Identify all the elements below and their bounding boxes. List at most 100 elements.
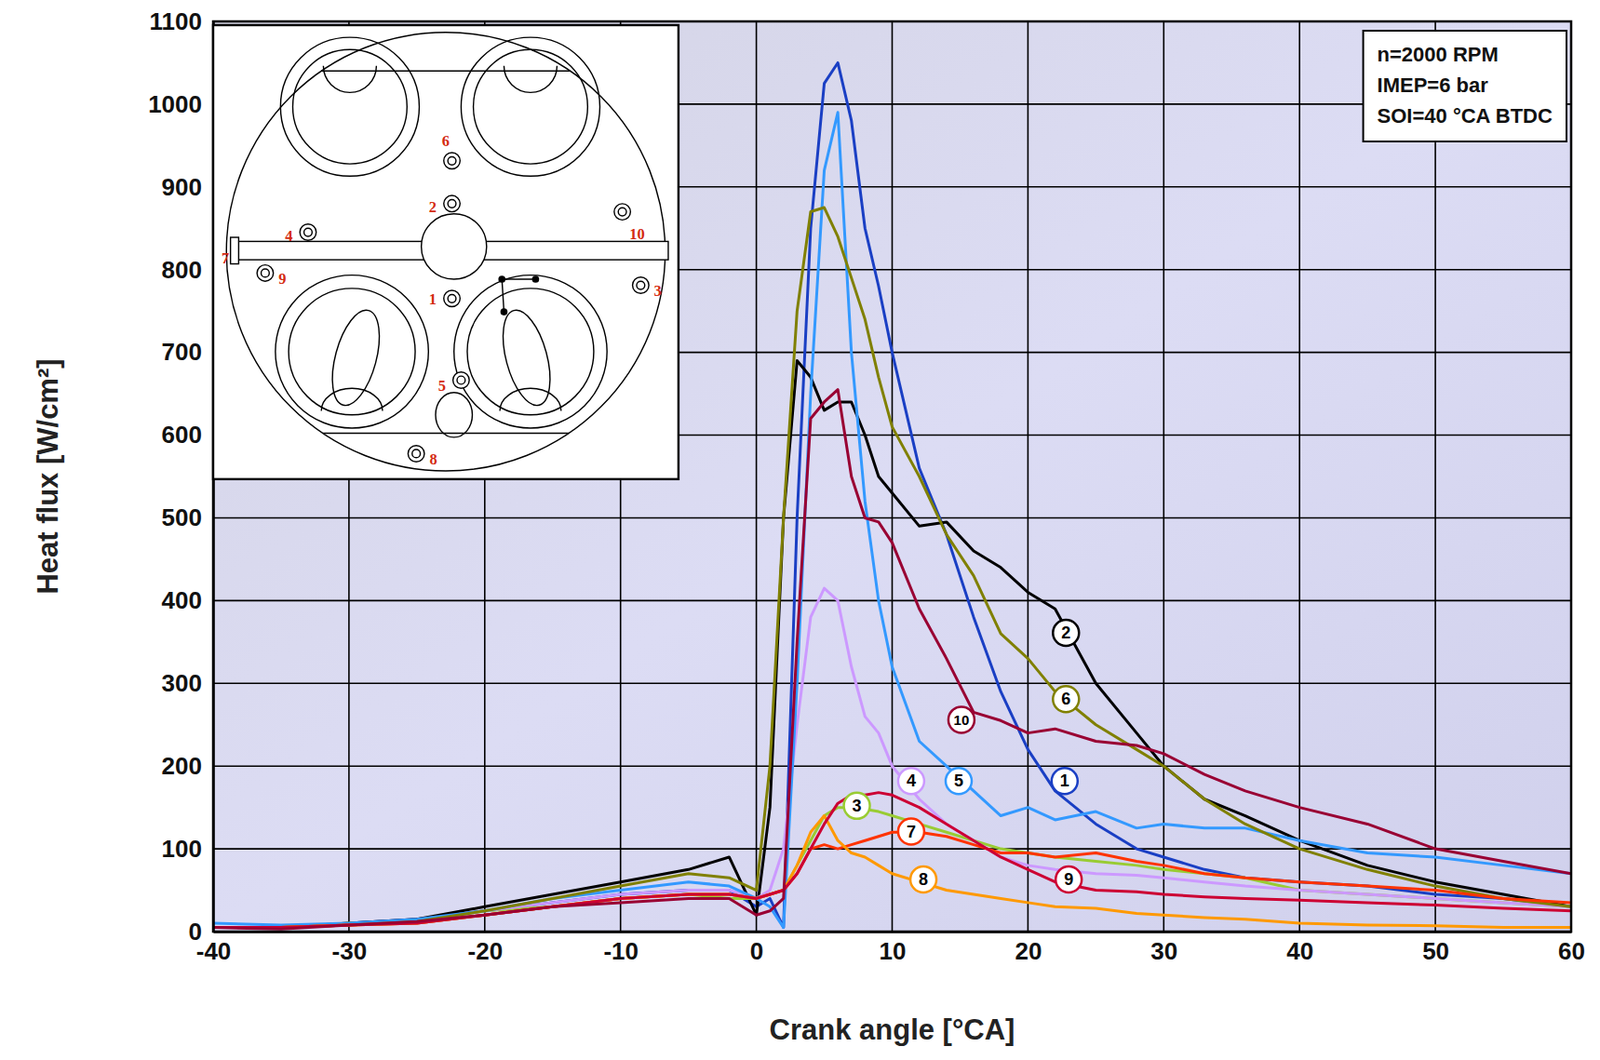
x-tick-label: 0 bbox=[750, 937, 764, 966]
y-axis: 010020030040050060070080090010001100 bbox=[147, 7, 214, 946]
label-badge bbox=[1052, 619, 1079, 646]
sensor-label: 4 bbox=[284, 227, 293, 245]
x-tick: 60 bbox=[1558, 931, 1586, 966]
x-tick: 0 bbox=[750, 931, 764, 966]
valve-outer bbox=[454, 275, 607, 429]
grid-line-x bbox=[1434, 21, 1437, 932]
series-line bbox=[213, 793, 1572, 928]
valve-inner bbox=[293, 49, 408, 164]
sensor-core bbox=[457, 376, 466, 385]
x-tick-label: -20 bbox=[468, 937, 504, 966]
series-line bbox=[213, 588, 1572, 928]
y-tick: 0 bbox=[188, 917, 214, 946]
info-text: SOI=40 °CA BTDC bbox=[1377, 104, 1553, 128]
x-tick: 20 bbox=[1014, 931, 1042, 966]
series-label: 5 bbox=[954, 771, 964, 791]
sensor-label: 2 bbox=[429, 198, 437, 216]
grid-line-y bbox=[213, 930, 1572, 933]
y-tick-label: 300 bbox=[161, 669, 202, 698]
series-label: 3 bbox=[852, 796, 862, 816]
y-tick: 1100 bbox=[149, 7, 214, 36]
valve-port bbox=[322, 66, 377, 94]
x-tick: 50 bbox=[1422, 931, 1450, 966]
valve-port bbox=[503, 66, 557, 94]
series-label: 9 bbox=[1063, 870, 1074, 889]
sensor-core bbox=[636, 281, 646, 290]
y-tick: 400 bbox=[161, 586, 214, 615]
y-tick-label: 900 bbox=[161, 173, 202, 202]
label-badge bbox=[948, 706, 975, 733]
grid-line-y bbox=[213, 600, 1572, 603]
valve-port bbox=[499, 388, 562, 411]
plot-frame bbox=[213, 21, 1572, 932]
y-tick: 300 bbox=[161, 669, 214, 698]
series-label: 4 bbox=[906, 771, 916, 791]
series-labels: 26104513789 bbox=[844, 619, 1083, 893]
x-tick-label: 10 bbox=[879, 937, 907, 966]
chart: -40-30-20-100102030405060010020030040050… bbox=[0, 0, 1600, 1060]
x-tick-label: 30 bbox=[1150, 937, 1178, 966]
y-tick-label: 800 bbox=[161, 255, 202, 284]
sensor-ring bbox=[632, 277, 650, 295]
label-badge bbox=[945, 767, 972, 794]
grid-line-y bbox=[213, 682, 1572, 685]
inset: 12345678910 bbox=[213, 25, 679, 480]
info-box: n=2000 RPMIMEP=6 barSOI=40 °CA BTDC bbox=[1363, 30, 1567, 142]
sensor-label: 1 bbox=[429, 290, 437, 309]
wiring-dot bbox=[532, 275, 540, 283]
sensor-core bbox=[447, 199, 457, 208]
plot-background bbox=[213, 21, 1572, 932]
y-tick-label: 600 bbox=[161, 420, 202, 449]
label-badge bbox=[910, 866, 937, 893]
x-tick-label: 50 bbox=[1422, 937, 1450, 966]
sensor-core bbox=[412, 449, 421, 458]
valve-port bbox=[494, 305, 560, 411]
valve-inner bbox=[288, 288, 416, 416]
valve-outer bbox=[275, 275, 429, 429]
sensor-ring bbox=[256, 265, 274, 283]
series-label: 6 bbox=[1061, 689, 1071, 709]
y-tick: 900 bbox=[161, 173, 214, 202]
x-axis-title: Crank angle [°CA] bbox=[769, 1013, 1016, 1047]
valve-inner bbox=[467, 288, 594, 416]
series-label: 1 bbox=[1060, 771, 1070, 791]
sensor-label: 7 bbox=[221, 249, 229, 268]
x-tick-label: -30 bbox=[332, 937, 368, 966]
y-tick-label: 200 bbox=[161, 752, 202, 780]
x-tick: -10 bbox=[603, 931, 639, 966]
y-tick-label: 0 bbox=[188, 917, 202, 946]
x-tick: -20 bbox=[468, 931, 504, 966]
label-badge bbox=[1052, 685, 1079, 713]
series-line bbox=[213, 361, 1572, 928]
wiring bbox=[501, 279, 536, 312]
sensor-ring bbox=[453, 372, 471, 390]
label-badge bbox=[844, 793, 871, 820]
grid-line-y bbox=[213, 847, 1572, 850]
sensor-core bbox=[447, 156, 457, 165]
grid-line-x bbox=[755, 21, 758, 932]
sensor-ring bbox=[299, 224, 317, 242]
wiring-dot bbox=[500, 308, 509, 316]
y-tick: 500 bbox=[161, 503, 214, 532]
grid-line-x bbox=[1027, 21, 1030, 932]
label-badge bbox=[1051, 767, 1078, 794]
label-badge bbox=[898, 818, 925, 845]
grid bbox=[213, 21, 1572, 932]
sensor-core bbox=[304, 228, 313, 237]
x-tick: 10 bbox=[879, 931, 907, 966]
info-box-frame bbox=[1363, 30, 1567, 142]
sensor-label: 10 bbox=[629, 225, 645, 243]
wiring-dot bbox=[497, 275, 506, 283]
sensor-core bbox=[447, 294, 457, 303]
valve-port bbox=[323, 305, 390, 411]
y-axis-title: Heat flux [W/cm²] bbox=[31, 358, 65, 594]
y-tick: 1000 bbox=[147, 90, 214, 119]
series-line bbox=[213, 832, 1572, 928]
valve-outer bbox=[460, 37, 600, 176]
head-chord bbox=[321, 70, 571, 72]
sensor-ring bbox=[614, 203, 632, 221]
plug-end bbox=[230, 237, 240, 265]
sensor-label: 3 bbox=[654, 282, 662, 300]
valve-outer bbox=[280, 37, 419, 176]
x-tick: -30 bbox=[332, 931, 368, 966]
